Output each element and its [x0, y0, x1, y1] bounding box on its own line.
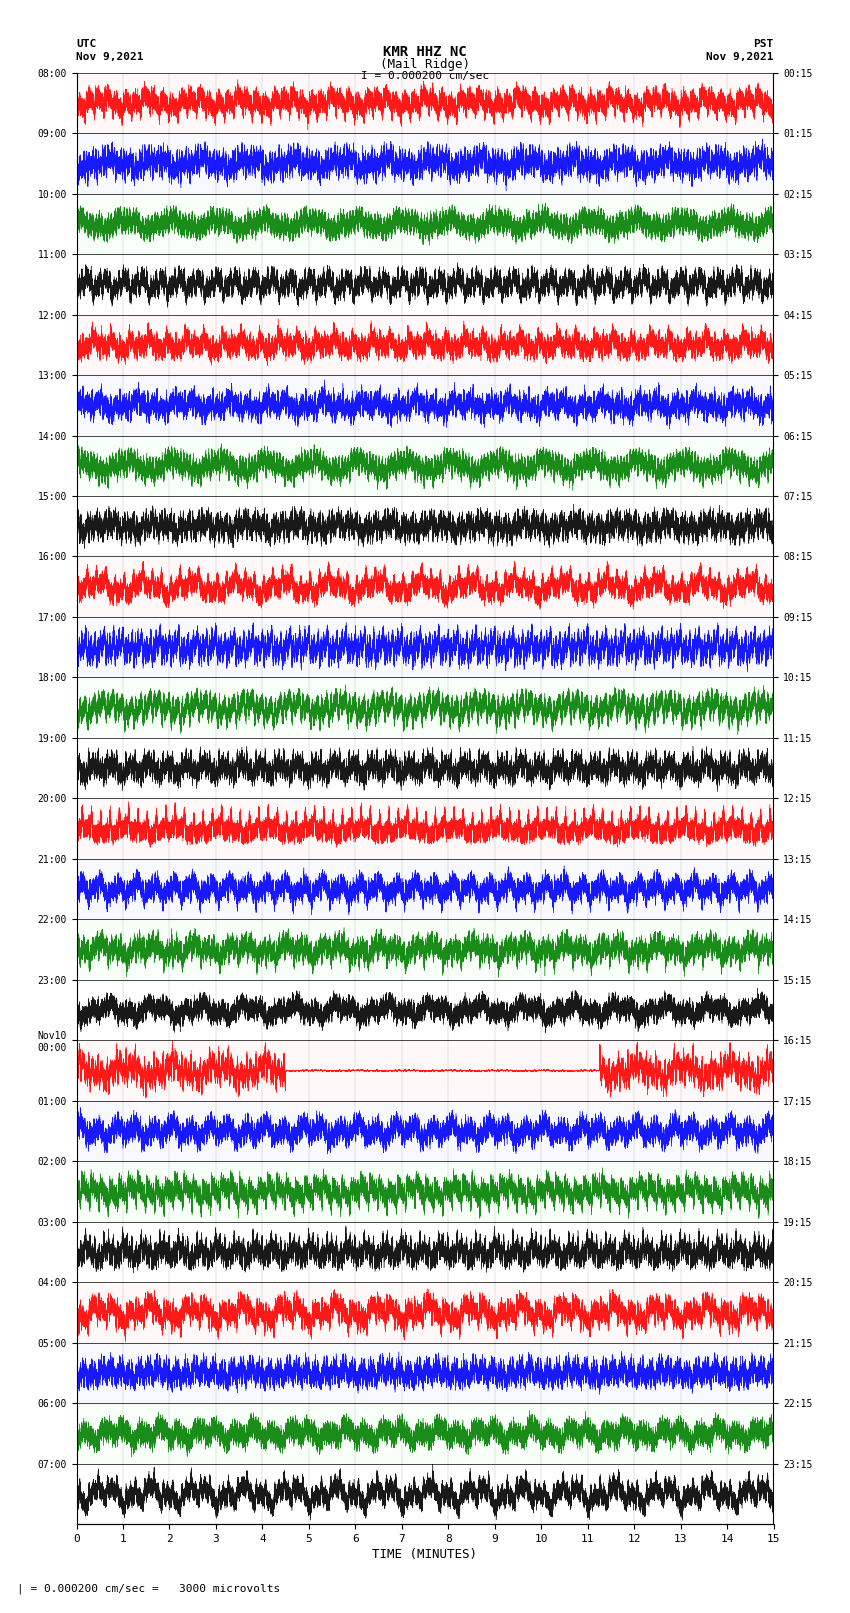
Bar — [76, 1403, 774, 1465]
Bar — [76, 1040, 774, 1100]
Bar — [76, 858, 774, 919]
Bar — [76, 1342, 774, 1403]
Text: KMR HHZ NC: KMR HHZ NC — [383, 45, 467, 60]
Bar — [76, 556, 774, 616]
Text: UTC: UTC — [76, 39, 97, 48]
Bar — [76, 677, 774, 737]
Bar — [76, 376, 774, 436]
Bar — [76, 497, 774, 556]
Bar — [76, 132, 774, 194]
Text: (Mail Ridge): (Mail Ridge) — [380, 58, 470, 71]
Bar — [76, 919, 774, 979]
Bar — [76, 1223, 774, 1282]
Bar — [76, 616, 774, 677]
Text: Nov 9,2021: Nov 9,2021 — [706, 52, 774, 61]
Bar — [76, 798, 774, 858]
Bar — [76, 737, 774, 798]
Bar — [76, 315, 774, 374]
Text: I = 0.000200 cm/sec: I = 0.000200 cm/sec — [361, 71, 489, 81]
X-axis label: TIME (MINUTES): TIME (MINUTES) — [372, 1548, 478, 1561]
Bar — [76, 1282, 774, 1342]
Bar — [76, 253, 774, 315]
Bar — [76, 1465, 774, 1524]
Text: | = 0.000200 cm/sec =   3000 microvolts: | = 0.000200 cm/sec = 3000 microvolts — [17, 1582, 280, 1594]
Bar — [76, 194, 774, 253]
Bar — [76, 73, 774, 132]
Text: Nov 9,2021: Nov 9,2021 — [76, 52, 144, 61]
Bar — [76, 1100, 774, 1161]
Text: PST: PST — [753, 39, 774, 48]
Bar — [76, 979, 774, 1040]
Bar — [76, 1161, 774, 1223]
Bar — [76, 436, 774, 497]
